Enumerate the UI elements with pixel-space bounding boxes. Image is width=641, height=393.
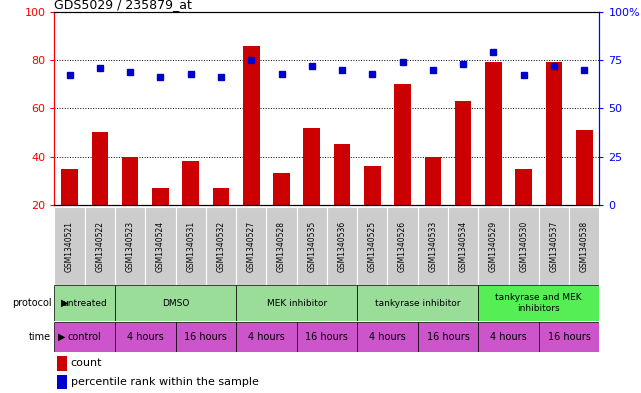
Bar xyxy=(273,173,290,205)
Bar xyxy=(62,169,78,205)
Bar xyxy=(508,207,539,285)
Text: GSM1340524: GSM1340524 xyxy=(156,220,165,272)
Bar xyxy=(297,322,357,352)
Bar xyxy=(54,322,115,352)
Bar xyxy=(545,62,562,205)
Bar xyxy=(92,132,108,205)
Text: protocol: protocol xyxy=(12,298,51,308)
Bar xyxy=(115,322,176,352)
Bar xyxy=(539,322,599,352)
Bar xyxy=(478,285,599,321)
Bar xyxy=(334,145,351,205)
Bar xyxy=(115,207,146,285)
Bar xyxy=(57,375,67,389)
Text: GSM1340532: GSM1340532 xyxy=(217,220,226,272)
Bar xyxy=(206,207,236,285)
Text: ▶: ▶ xyxy=(61,298,69,308)
Text: GSM1340534: GSM1340534 xyxy=(458,220,468,272)
Bar xyxy=(327,207,357,285)
Text: 4 hours: 4 hours xyxy=(127,332,163,342)
Text: GSM1340522: GSM1340522 xyxy=(96,220,104,272)
Bar xyxy=(455,101,471,205)
Bar xyxy=(57,356,67,371)
Bar xyxy=(297,207,327,285)
Bar xyxy=(515,169,532,205)
Text: MEK inhibitor: MEK inhibitor xyxy=(267,299,327,307)
Text: 16 hours: 16 hours xyxy=(547,332,590,342)
Text: GSM1340531: GSM1340531 xyxy=(186,220,196,272)
Bar xyxy=(213,188,229,205)
Bar xyxy=(236,322,297,352)
Bar xyxy=(176,207,206,285)
Text: 16 hours: 16 hours xyxy=(185,332,228,342)
Text: GSM1340523: GSM1340523 xyxy=(126,220,135,272)
Bar xyxy=(424,156,441,205)
Text: GSM1340538: GSM1340538 xyxy=(579,220,588,272)
Bar xyxy=(418,207,448,285)
Text: untreated: untreated xyxy=(62,299,107,307)
Text: time: time xyxy=(29,332,51,342)
Text: GSM1340525: GSM1340525 xyxy=(368,220,377,272)
Text: GSM1340529: GSM1340529 xyxy=(489,220,498,272)
Text: GSM1340537: GSM1340537 xyxy=(549,220,558,272)
Text: GSM1340521: GSM1340521 xyxy=(65,220,74,272)
Text: GSM1340527: GSM1340527 xyxy=(247,220,256,272)
Bar xyxy=(478,207,508,285)
Text: percentile rank within the sample: percentile rank within the sample xyxy=(71,377,259,387)
Bar xyxy=(448,207,478,285)
Text: GSM1340535: GSM1340535 xyxy=(307,220,316,272)
Bar xyxy=(122,156,138,205)
Bar xyxy=(183,162,199,205)
Bar xyxy=(303,128,320,205)
Text: GSM1340526: GSM1340526 xyxy=(398,220,407,272)
Bar xyxy=(115,285,236,321)
Bar xyxy=(243,46,260,205)
Bar xyxy=(569,207,599,285)
Text: tankyrase and MEK
inhibitors: tankyrase and MEK inhibitors xyxy=(495,293,582,313)
Bar xyxy=(176,322,236,352)
Bar xyxy=(236,285,357,321)
Bar xyxy=(357,322,418,352)
Bar xyxy=(394,84,411,205)
Bar xyxy=(418,322,478,352)
Bar xyxy=(54,285,115,321)
Bar xyxy=(576,130,592,205)
Text: GSM1340528: GSM1340528 xyxy=(277,220,286,272)
Text: 4 hours: 4 hours xyxy=(369,332,406,342)
Text: 4 hours: 4 hours xyxy=(490,332,527,342)
Bar xyxy=(485,62,502,205)
Text: ▶: ▶ xyxy=(58,332,65,342)
Text: count: count xyxy=(71,358,103,368)
Text: tankyrase inhibitor: tankyrase inhibitor xyxy=(375,299,460,307)
Bar xyxy=(364,166,381,205)
Bar xyxy=(236,207,267,285)
Bar xyxy=(387,207,418,285)
Bar xyxy=(54,207,85,285)
Bar xyxy=(539,207,569,285)
Bar xyxy=(478,322,539,352)
Bar xyxy=(357,207,387,285)
Bar xyxy=(85,207,115,285)
Bar xyxy=(152,188,169,205)
Bar xyxy=(146,207,176,285)
Text: 16 hours: 16 hours xyxy=(426,332,469,342)
Text: GSM1340530: GSM1340530 xyxy=(519,220,528,272)
Text: GSM1340536: GSM1340536 xyxy=(338,220,347,272)
Text: GDS5029 / 235879_at: GDS5029 / 235879_at xyxy=(54,0,192,11)
Bar xyxy=(357,285,478,321)
Text: DMSO: DMSO xyxy=(162,299,189,307)
Text: 4 hours: 4 hours xyxy=(248,332,285,342)
Text: GSM1340533: GSM1340533 xyxy=(428,220,437,272)
Text: 16 hours: 16 hours xyxy=(306,332,348,342)
Text: control: control xyxy=(68,332,102,342)
Bar xyxy=(267,207,297,285)
